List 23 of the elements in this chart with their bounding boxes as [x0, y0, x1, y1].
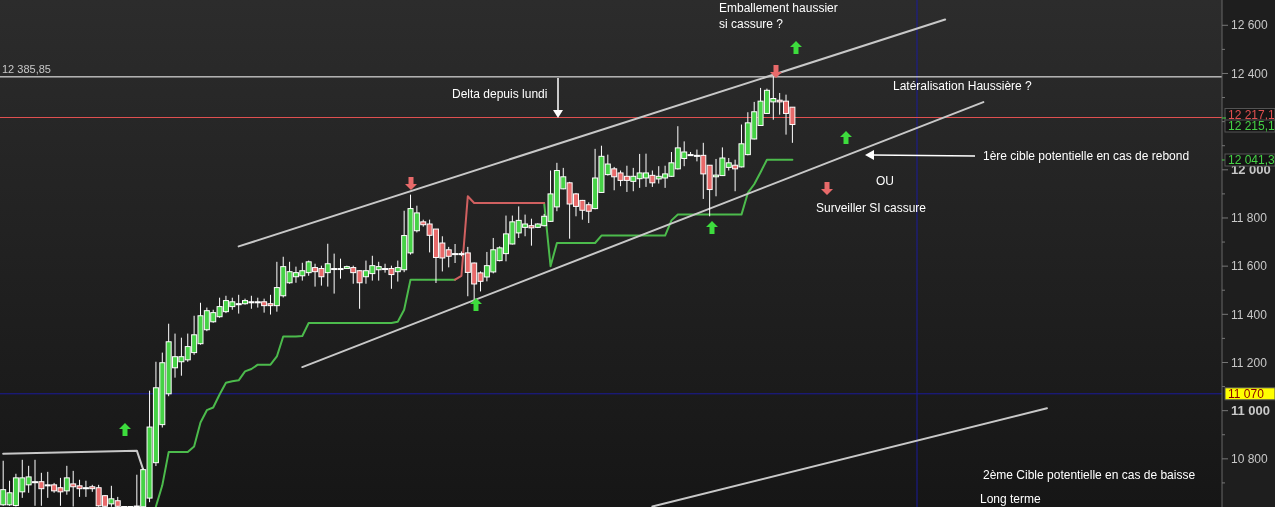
ref-line-label: 12 385,85: [2, 62, 51, 75]
annotation: 2ème Cible potentielle en cas de baisse: [983, 468, 1196, 482]
y-tick-label: 12 400: [1231, 66, 1269, 81]
line-series: [543, 158, 794, 268]
text: 12 215,1: [1228, 119, 1275, 133]
annotation: OU: [876, 174, 894, 188]
y-tick-label: 11 400: [1231, 307, 1268, 322]
y-tick-label: 11 600: [1231, 259, 1268, 274]
y-tick-label: 11 800: [1231, 211, 1268, 226]
annotation: Surveiller SI cassure: [816, 201, 927, 215]
y-tick-label: 12 600: [1231, 18, 1269, 33]
ref-line-label: 12 217,1: [1228, 107, 1275, 122]
annotation: Delta depuis lundi: [452, 87, 548, 101]
line-series: [154, 278, 457, 507]
annotation: Emballement haussier si cassure ?: [719, 1, 838, 31]
annotation: Latéralisation Haussière ?: [893, 79, 1033, 93]
line-series: [454, 195, 546, 281]
annotation: Long terme: [980, 492, 1042, 506]
annotation: 1ère cible potentielle en cas de rebond: [983, 149, 1190, 163]
y-tick-label: 11 200: [1231, 355, 1268, 370]
ref-line-label: 11 070: [1228, 386, 1265, 401]
y-tick-label: 11 000: [1231, 403, 1271, 419]
y-tick-label: 10 800: [1231, 452, 1269, 467]
